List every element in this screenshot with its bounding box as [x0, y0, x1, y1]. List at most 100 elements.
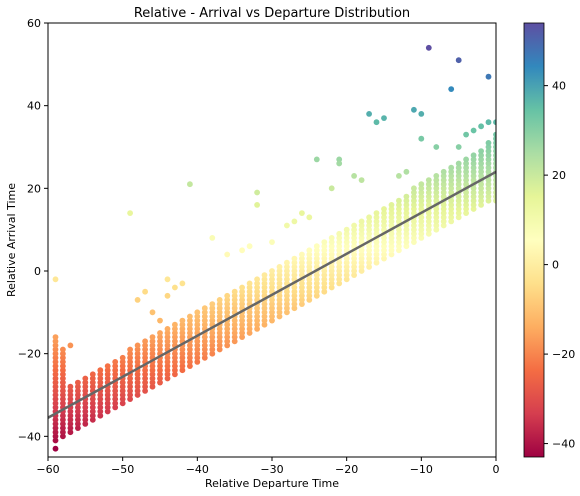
data-point — [485, 181, 492, 188]
data-point — [104, 408, 111, 415]
data-point — [418, 235, 425, 241]
data-point — [433, 173, 440, 179]
chart-title: Relative - Arrival vs Departure Distribu… — [134, 6, 410, 21]
data-point — [284, 297, 290, 303]
data-point — [328, 251, 335, 258]
data-point — [239, 284, 246, 291]
data-point — [373, 218, 380, 225]
data-point — [157, 338, 163, 345]
data-point — [224, 301, 231, 307]
data-point — [366, 218, 372, 225]
data-point — [478, 160, 484, 167]
data-point — [440, 206, 447, 212]
data-point — [254, 292, 260, 299]
data-point — [455, 144, 462, 150]
data-point — [343, 243, 350, 250]
data-point — [246, 297, 253, 303]
data-point — [104, 396, 111, 402]
data-point — [276, 309, 283, 316]
data-point — [216, 309, 223, 316]
data-point — [52, 363, 59, 369]
data-point — [366, 214, 372, 221]
data-point — [97, 379, 104, 386]
data-point — [172, 326, 178, 332]
data-point — [149, 350, 156, 357]
data-point — [336, 243, 343, 250]
y-tick-label: 20 — [27, 182, 41, 195]
data-point — [112, 400, 119, 407]
data-point — [52, 388, 59, 394]
data-point — [60, 375, 66, 382]
data-point — [119, 383, 126, 390]
data-point — [239, 326, 246, 332]
data-point — [134, 359, 141, 365]
data-point — [261, 301, 268, 307]
data-point — [104, 388, 111, 394]
data-point — [172, 321, 178, 328]
data-point — [328, 235, 335, 241]
data-point — [142, 354, 149, 361]
data-point — [328, 276, 335, 283]
colorbar-tick-label: 40 — [552, 80, 566, 93]
data-point — [157, 363, 163, 369]
data-point — [470, 173, 477, 179]
data-point — [224, 292, 231, 299]
data-point — [142, 288, 149, 295]
data-point — [157, 359, 163, 365]
data-point — [463, 181, 469, 188]
data-point — [463, 189, 469, 196]
data-point — [418, 111, 425, 117]
data-point — [313, 156, 320, 163]
data-point — [261, 309, 268, 316]
data-point — [433, 177, 440, 184]
data-point — [358, 177, 365, 184]
data-point — [478, 189, 484, 196]
data-point — [455, 160, 462, 167]
data-point — [388, 206, 395, 212]
data-point — [82, 375, 89, 382]
data-point — [433, 185, 440, 192]
data-point — [425, 44, 432, 51]
data-point — [328, 280, 335, 287]
data-point — [97, 408, 104, 415]
data-point — [269, 305, 275, 312]
data-point — [418, 214, 425, 221]
data-point — [463, 173, 469, 179]
data-point — [366, 230, 372, 237]
data-point — [134, 371, 141, 378]
data-point — [366, 251, 372, 258]
data-point — [485, 152, 492, 159]
data-point — [351, 264, 357, 270]
data-point — [433, 218, 440, 225]
data-point — [328, 185, 335, 192]
data-point — [463, 131, 469, 138]
data-point — [179, 317, 186, 324]
data-point — [194, 326, 201, 332]
data-point — [478, 164, 484, 171]
data-point — [403, 230, 410, 237]
data-point — [82, 404, 89, 411]
data-point — [269, 268, 275, 274]
data-point — [60, 416, 66, 423]
data-point — [381, 206, 387, 212]
data-point — [418, 185, 425, 192]
data-point — [216, 342, 223, 349]
data-point — [60, 354, 66, 361]
data-point — [470, 127, 477, 134]
data-point — [485, 189, 492, 196]
data-point — [306, 247, 313, 254]
data-point — [284, 272, 290, 278]
data-point — [89, 371, 96, 378]
data-point — [336, 247, 343, 254]
data-point — [134, 346, 141, 353]
data-point — [313, 284, 320, 291]
data-point — [418, 222, 425, 229]
data-point — [470, 160, 477, 167]
data-point — [284, 292, 290, 299]
data-point — [254, 317, 260, 324]
data-point — [493, 131, 496, 138]
data-point — [261, 313, 268, 320]
data-point — [433, 144, 440, 150]
y-tick-label: 60 — [27, 17, 41, 30]
data-point — [411, 210, 417, 217]
